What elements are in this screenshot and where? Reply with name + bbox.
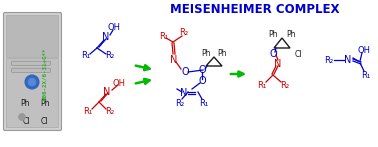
Text: Ph: Ph — [268, 30, 278, 39]
Text: Cl: Cl — [40, 117, 48, 126]
Circle shape — [19, 113, 25, 121]
Circle shape — [25, 75, 39, 89]
FancyBboxPatch shape — [3, 12, 62, 131]
Text: O: O — [181, 67, 189, 77]
Text: R₁: R₁ — [84, 106, 93, 116]
Text: N: N — [102, 32, 110, 42]
Text: R₂: R₂ — [280, 81, 290, 90]
Text: R₁: R₁ — [257, 81, 266, 90]
Text: O: O — [198, 76, 206, 86]
FancyBboxPatch shape — [6, 15, 59, 57]
Text: N: N — [180, 88, 188, 98]
Text: R₂: R₂ — [324, 56, 333, 65]
Text: N: N — [344, 55, 352, 65]
Text: Cl: Cl — [294, 50, 302, 59]
Text: N: N — [170, 55, 178, 65]
Text: N: N — [274, 59, 282, 69]
Text: OH: OH — [358, 46, 370, 55]
Text: R₁: R₁ — [81, 51, 91, 60]
Text: O: O — [269, 49, 277, 59]
Text: N: N — [103, 87, 111, 97]
Text: Ph: Ph — [20, 98, 30, 107]
Text: Ph: Ph — [286, 30, 296, 39]
Text: Ph: Ph — [40, 98, 50, 107]
Text: OH: OH — [113, 78, 125, 87]
Text: Ph: Ph — [217, 49, 227, 57]
Text: MEISENHEIMER COMPLEX: MEISENHEIMER COMPLEX — [170, 3, 340, 16]
Text: O: O — [198, 65, 206, 75]
Circle shape — [28, 78, 36, 86]
Text: Cl: Cl — [22, 117, 30, 126]
Text: R₂: R₂ — [175, 98, 184, 107]
Text: OH: OH — [107, 22, 121, 31]
Text: R₁: R₁ — [361, 71, 370, 80]
Text: R₂: R₂ — [105, 106, 115, 116]
FancyBboxPatch shape — [12, 61, 50, 65]
Text: Ph: Ph — [201, 49, 211, 57]
Text: M06-2X/6-31+G**: M06-2X/6-31+G** — [42, 48, 48, 100]
Text: R₁: R₁ — [199, 98, 209, 107]
Text: R₂: R₂ — [180, 27, 189, 36]
Text: R₂: R₂ — [105, 51, 115, 60]
FancyBboxPatch shape — [12, 68, 50, 72]
FancyBboxPatch shape — [6, 59, 59, 127]
Text: R₁: R₁ — [160, 31, 169, 41]
